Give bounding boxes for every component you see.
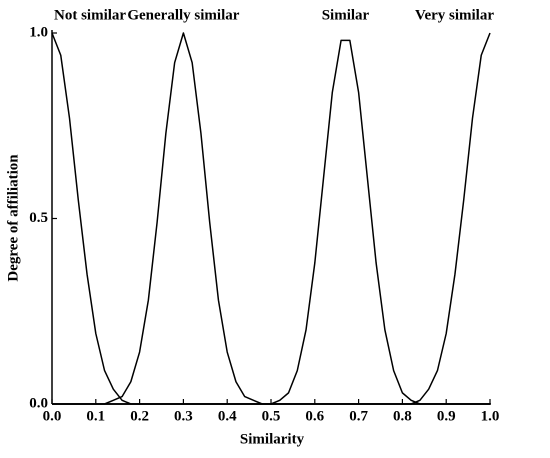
x-tick-label: 1.0 <box>481 408 500 424</box>
x-tick-label: 0.1 <box>86 408 105 424</box>
annotation: Generally similar <box>127 7 239 23</box>
y-tick-label: 0.0 <box>29 395 48 411</box>
curve <box>52 32 490 405</box>
x-tick-label: 0.2 <box>130 408 149 424</box>
curve <box>52 39 490 405</box>
x-tick-label: 0.0 <box>43 408 62 424</box>
x-tick-label: 0.4 <box>218 408 237 424</box>
y-tick-label: 0.5 <box>29 210 48 226</box>
x-tick-label: 0.5 <box>262 408 281 424</box>
annotation: Not similar <box>54 7 126 23</box>
x-tick-label: 0.9 <box>437 408 456 424</box>
y-axis-label: Degree of affiliation <box>5 154 21 282</box>
x-tick-label: 0.3 <box>174 408 193 424</box>
curve <box>51 32 490 405</box>
x-tick-label: 0.7 <box>349 408 368 424</box>
annotation: Similar <box>322 7 370 23</box>
annotation: Very similar <box>415 7 494 23</box>
curve <box>52 32 491 405</box>
x-tick-label: 0.8 <box>393 408 412 424</box>
x-tick-label: 0.6 <box>305 408 324 424</box>
x-axis-label: Similarity <box>240 431 305 447</box>
y-tick-label: 1.0 <box>29 24 48 40</box>
